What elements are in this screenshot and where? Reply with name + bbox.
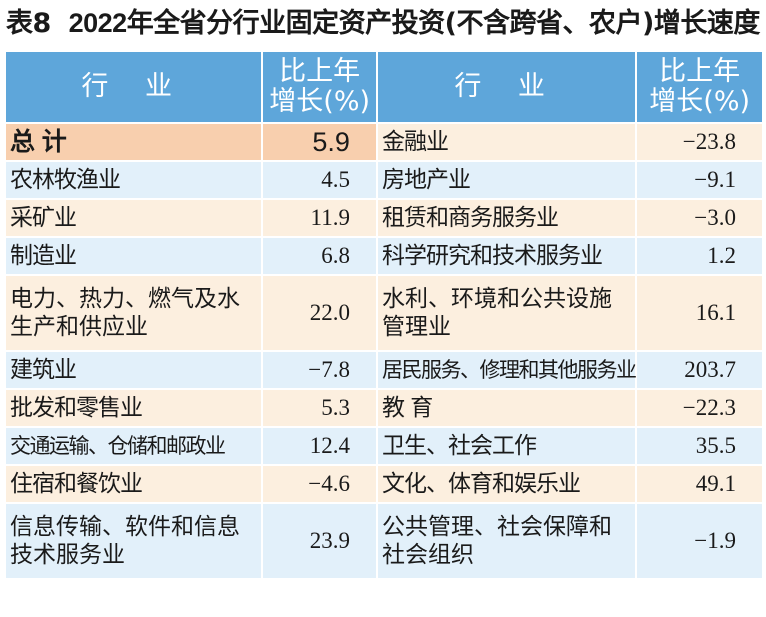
industry-name: 总 计 (6, 124, 262, 160)
table-row: 采矿业 11.9 租赁和商务服务业 −3.0 (6, 200, 762, 236)
growth-value: −1.9 (637, 504, 762, 578)
header-growth-line1: 比上年 (279, 56, 361, 87)
header-growth-line2: 增长(%) (649, 86, 751, 117)
growth-value: 49.1 (637, 466, 762, 502)
growth-value: −4.6 (263, 466, 376, 502)
header-industry-right: 行 业 (377, 52, 636, 122)
table-title: 表8 2022年全省分行业固定资产投资(不含跨省、农户)增长速度 (0, 0, 766, 46)
industry-name: 居民服务、修理和其他服务业 (377, 352, 637, 388)
table-row: 制造业 6.8 科学研究和技术服务业 1.2 (6, 238, 762, 274)
investment-growth-table: 行 业 比上年 增长(%) 行 业 比上年 增长(%) 总 计 5.9 金融业 −2… (4, 50, 764, 580)
industry-name: 电力、热力、燃气及水生产和供应业 (6, 276, 262, 350)
growth-value: 35.5 (637, 428, 762, 464)
header-row: 行 业 比上年 增长(%) 行 业 比上年 增长(%) (6, 52, 762, 122)
title-text: 年全省分行业固定资产投资(不含跨省、农户)增长速度 (126, 8, 761, 39)
industry-name: 农林牧渔业 (6, 162, 262, 198)
industry-name: 卫生、社会工作 (377, 428, 636, 464)
header-growth-line1: 比上年 (659, 56, 741, 87)
table-row: 批发和零售业 5.3 教 育 −22.3 (6, 390, 762, 426)
industry-name: 交通运输、仓储和邮政业 (6, 428, 262, 464)
growth-value: −22.3 (637, 390, 762, 426)
header-industry-left: 行 业 (6, 52, 262, 122)
industry-name: 批发和零售业 (6, 390, 262, 426)
header-growth-right: 比上年 增长(%) (637, 52, 762, 122)
growth-value: 5.9 (263, 124, 376, 160)
table-row: 信息传输、软件和信息技术服务业 23.9 公共管理、社会保障和社会组织 −1.9 (6, 504, 762, 578)
table-row: 住宿和餐饮业 −4.6 文化、体育和娱乐业 49.1 (6, 466, 762, 502)
industry-name: 房地产业 (377, 162, 636, 198)
title-year: 2022 (68, 8, 128, 38)
table-row: 交通运输、仓储和邮政业 12.4 卫生、社会工作 35.5 (6, 428, 762, 464)
header-growth-left: 比上年 增长(%) (263, 52, 376, 122)
industry-name: 水利、环境和公共设施管理业 (377, 276, 636, 350)
growth-value: 12.4 (263, 428, 376, 464)
growth-value: 6.8 (263, 238, 376, 274)
industry-name: 制造业 (6, 238, 262, 274)
growth-value: 1.2 (637, 238, 762, 274)
growth-value: −9.1 (637, 162, 762, 198)
header-growth-line2: 增长(%) (269, 86, 371, 117)
growth-value: 11.9 (263, 200, 376, 236)
industry-name: 租赁和商务服务业 (377, 200, 636, 236)
growth-value: 4.5 (263, 162, 376, 198)
industry-name: 金融业 (377, 124, 636, 160)
growth-value: 5.3 (263, 390, 376, 426)
industry-name: 教 育 (377, 390, 636, 426)
growth-value: 16.1 (637, 276, 762, 350)
growth-value: 203.7 (637, 352, 762, 388)
table-number: 表8 (6, 8, 51, 39)
table-row: 电力、热力、燃气及水生产和供应业 22.0 水利、环境和公共设施管理业 16.1 (6, 276, 762, 350)
growth-value: −7.8 (263, 352, 376, 388)
industry-name: 文化、体育和娱乐业 (377, 466, 636, 502)
industry-name: 采矿业 (6, 200, 262, 236)
industry-name: 住宿和餐饮业 (6, 466, 262, 502)
growth-value: 23.9 (263, 504, 376, 578)
table-row: 建筑业 −7.8 居民服务、修理和其他服务业 203.7 (6, 352, 762, 388)
industry-name: 信息传输、软件和信息技术服务业 (6, 504, 262, 578)
industry-name: 建筑业 (6, 352, 262, 388)
industry-name: 科学研究和技术服务业 (377, 238, 636, 274)
industry-name: 公共管理、社会保障和社会组织 (377, 504, 636, 578)
growth-value: −3.0 (637, 200, 762, 236)
table-row: 总 计 5.9 金融业 −23.8 (6, 124, 762, 160)
table-row: 农林牧渔业 4.5 房地产业 −9.1 (6, 162, 762, 198)
growth-value: −23.8 (637, 124, 762, 160)
growth-value: 22.0 (263, 276, 376, 350)
